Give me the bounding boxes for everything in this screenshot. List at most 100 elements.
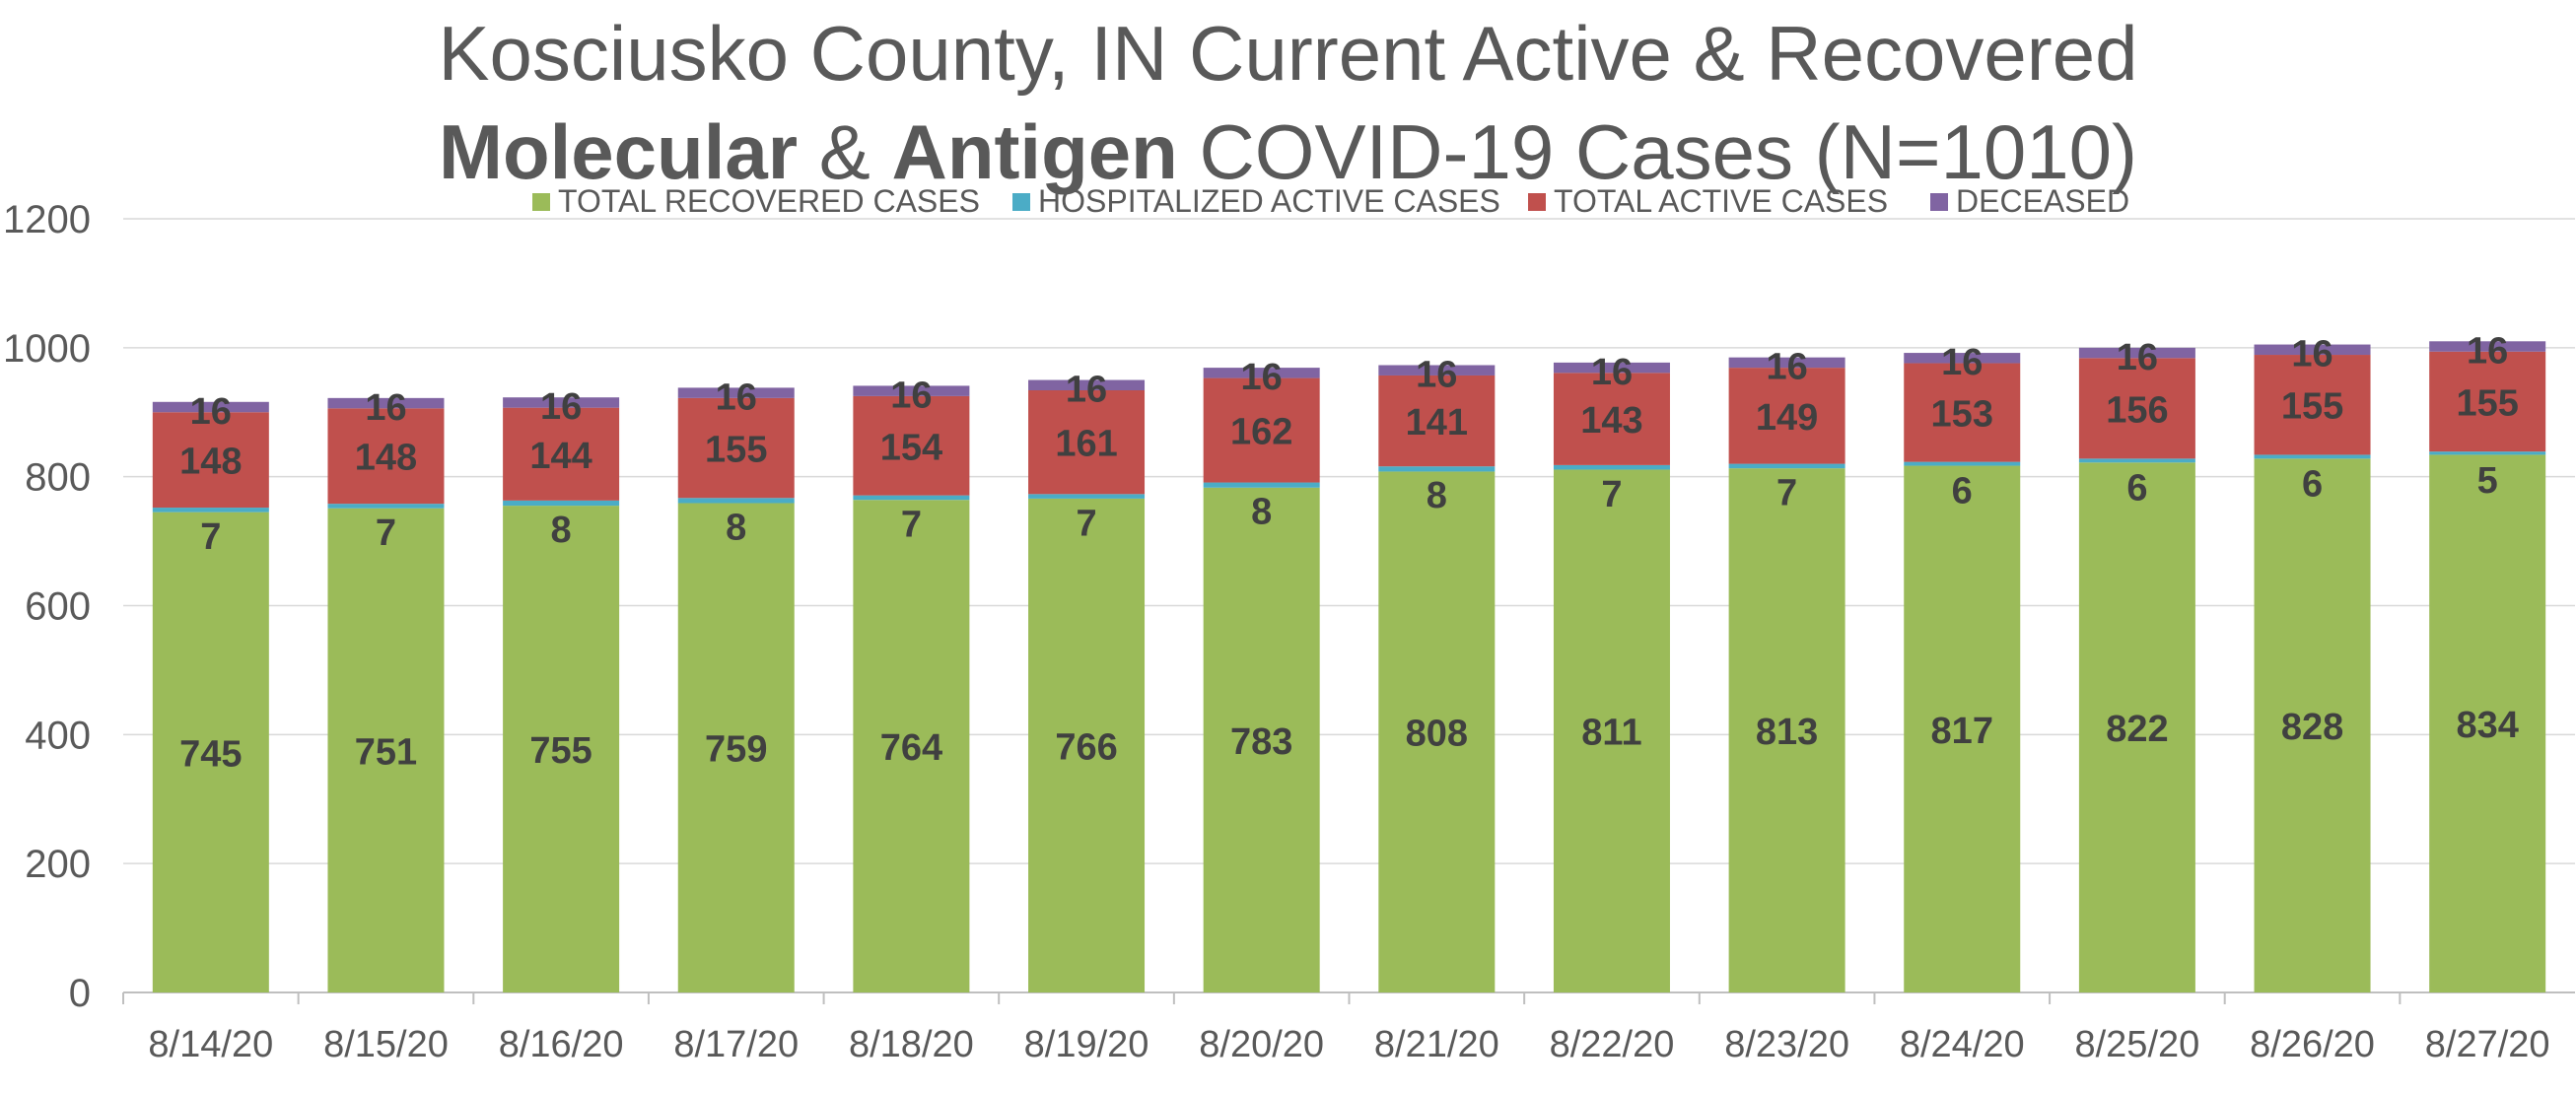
- bar-segment: [1904, 465, 2021, 992]
- bar-segment: [1378, 471, 1496, 992]
- legend-label: TOTAL RECOVERED CASES: [558, 183, 980, 219]
- data-label: 16: [365, 387, 406, 429]
- data-label: 828: [2281, 707, 2343, 748]
- chart-title-line: Molecular & Antigen COVID-19 Cases (N=10…: [0, 102, 2576, 201]
- y-tick-label: 400: [25, 714, 91, 757]
- bar-segment: [152, 412, 269, 509]
- legend-label: TOTAL ACTIVE CASES: [1554, 183, 1888, 219]
- data-label: 16: [716, 376, 757, 418]
- bar-segment: [503, 407, 620, 501]
- bar-segment: [1378, 466, 1496, 472]
- bar-segment: [1553, 362, 1670, 374]
- data-label: 745: [179, 733, 242, 775]
- bar-segment: [1203, 377, 1320, 483]
- bar-segment: [2078, 462, 2195, 992]
- data-label: 149: [1756, 397, 1818, 439]
- data-label: 144: [529, 436, 592, 477]
- data-label: 808: [1406, 714, 1468, 755]
- data-label: 16: [1591, 352, 1633, 393]
- x-tick-label: 8/14/20: [148, 1024, 273, 1065]
- bar-segment: [2254, 344, 2371, 356]
- legend-swatch: [1930, 193, 1948, 211]
- data-label: 16: [540, 386, 582, 428]
- bar-segment: [2254, 355, 2371, 455]
- data-label: 8: [1251, 492, 1272, 533]
- bar-segment: [1728, 468, 1845, 993]
- bar-segment: [677, 503, 795, 992]
- data-label: 155: [2456, 382, 2518, 424]
- data-label: 16: [2117, 337, 2158, 378]
- data-label: 8: [551, 510, 572, 551]
- data-label: 7: [901, 505, 922, 546]
- bar-segment: [1203, 487, 1320, 993]
- data-label: 751: [355, 731, 417, 773]
- data-label: 153: [1931, 394, 1993, 436]
- data-label: 155: [705, 430, 767, 471]
- data-label: 822: [2106, 709, 2168, 750]
- data-label: 6: [1952, 471, 1973, 512]
- chart-title-run: Kosciusko County, IN Current Active & Re…: [438, 10, 2138, 97]
- data-label: 156: [2106, 389, 2168, 431]
- legend-label: HOSPITALIZED ACTIVE CASES: [1038, 183, 1500, 219]
- legend-label: DECEASED: [1956, 183, 2129, 219]
- bar-segment: [1553, 373, 1670, 465]
- bar-segment: [327, 508, 445, 992]
- bar-segment: [677, 397, 795, 499]
- data-label: 16: [190, 391, 232, 433]
- data-label: 813: [1756, 712, 1818, 753]
- data-label: 148: [179, 442, 242, 483]
- x-tick-label: 8/21/20: [1374, 1024, 1499, 1065]
- bar-segment: [327, 408, 445, 505]
- bar-segment: [503, 506, 620, 992]
- bar-segment: [152, 401, 269, 413]
- bar-segment: [853, 385, 970, 396]
- data-label: 154: [880, 427, 942, 468]
- bar-segment: [2078, 347, 2195, 359]
- bar-segment: [1378, 365, 1496, 376]
- bar-segment: [1728, 357, 1845, 369]
- data-label: 6: [2126, 467, 2147, 509]
- bar-segment: [1028, 379, 1146, 391]
- bar-segment: [1904, 461, 2021, 466]
- data-label: 8: [726, 507, 746, 548]
- data-label: 16: [1241, 357, 1283, 398]
- data-label: 7: [1601, 474, 1622, 515]
- chart-title-run: &: [798, 108, 892, 195]
- data-label: 817: [1931, 711, 1993, 752]
- bar-segment: [1203, 482, 1320, 488]
- x-tick-label: 8/22/20: [1550, 1024, 1675, 1065]
- bar-segment: [853, 395, 970, 496]
- data-label: 766: [1055, 726, 1117, 768]
- data-label: 759: [705, 729, 767, 771]
- y-tick-label: 600: [25, 585, 91, 629]
- bar-segment: [1553, 469, 1670, 992]
- data-label: 16: [890, 375, 932, 416]
- data-label: 811: [1581, 713, 1641, 754]
- legend-swatch: [1528, 193, 1546, 211]
- data-label: 148: [355, 438, 417, 479]
- chart-title-run: Antigen: [891, 108, 1178, 195]
- chart-title-line: Kosciusko County, IN Current Active & Re…: [0, 4, 2576, 102]
- y-tick-label: 0: [69, 972, 91, 1015]
- bar-segment: [1553, 464, 1670, 470]
- bar-segment: [1028, 498, 1146, 992]
- data-label: 16: [2291, 334, 2332, 376]
- bar-segment: [1904, 363, 2021, 462]
- bar-segment: [2429, 341, 2546, 352]
- bar-segment: [2429, 351, 2546, 452]
- data-label: 5: [2477, 460, 2498, 502]
- data-label: 7: [1776, 473, 1797, 514]
- data-label: 155: [2281, 386, 2343, 428]
- data-label: 834: [2456, 705, 2518, 746]
- x-tick-label: 8/15/20: [323, 1024, 449, 1065]
- data-label: 7: [200, 516, 221, 558]
- data-label: 7: [376, 512, 396, 554]
- chart-title: Kosciusko County, IN Current Active & Re…: [0, 4, 2576, 201]
- bar-segment: [2254, 454, 2371, 459]
- data-label: 6: [2302, 463, 2323, 505]
- data-label: 16: [1941, 342, 1983, 383]
- chart-title-run: Molecular: [439, 108, 799, 195]
- x-tick-label: 8/23/20: [1724, 1024, 1849, 1065]
- bar-segment: [2429, 454, 2546, 992]
